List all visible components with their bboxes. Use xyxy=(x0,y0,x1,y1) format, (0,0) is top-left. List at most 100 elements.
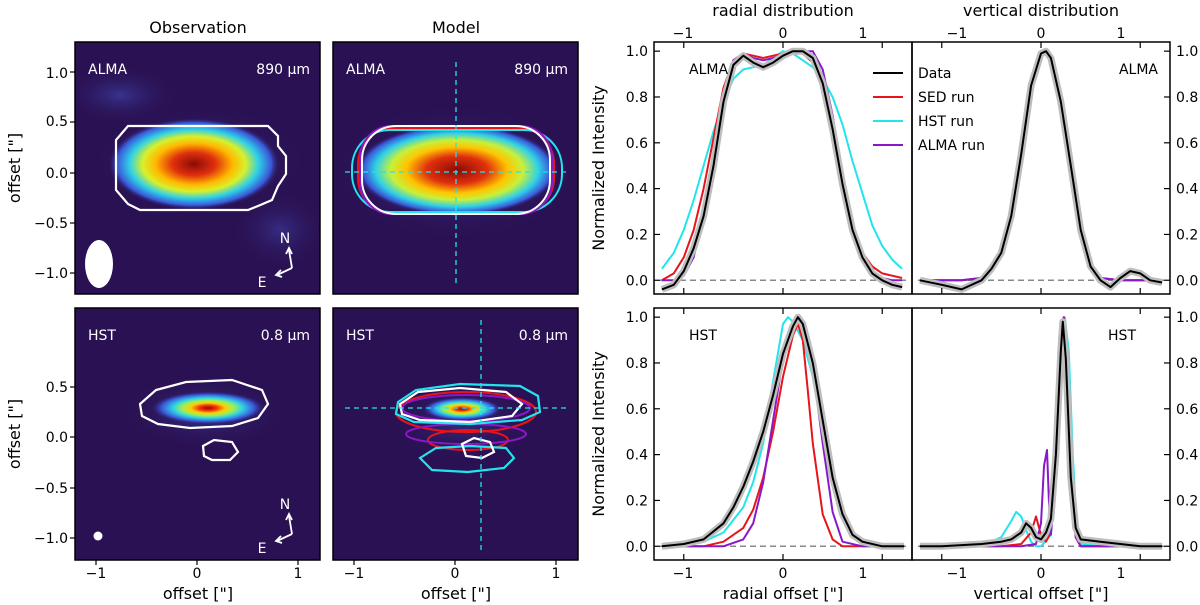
y-tick-label: 1.0 xyxy=(1176,44,1198,60)
image-panel-obs-hst: N E HST 0.8 μm xyxy=(74,307,321,561)
image-panel-model-alma: ALMA 890 μm xyxy=(332,41,579,295)
y-tick-label: 0.8 xyxy=(1176,90,1198,106)
panel-instrument-label: ALMA xyxy=(346,62,385,78)
y-tick-label: 0.0 xyxy=(626,539,648,555)
y-tick-label: 0.5 xyxy=(46,380,68,396)
y-tick-label: 0.2 xyxy=(1176,493,1198,509)
row-label-alma: ALMA xyxy=(689,62,728,78)
haze-blob xyxy=(230,190,320,270)
top-tick-label: 1 xyxy=(1117,26,1126,42)
beam-ellipse xyxy=(85,240,113,288)
top-tick-label: −1 xyxy=(673,26,694,42)
y-tick-label: 1.0 xyxy=(1176,310,1198,326)
y-axis-title: offset ["] xyxy=(5,133,24,203)
beam-ellipse xyxy=(93,531,103,541)
series-line-data xyxy=(919,50,1163,291)
row-label-hst-right: HST xyxy=(1108,328,1136,344)
y-tick-label: 0.0 xyxy=(1176,539,1198,555)
series-line-sed-run xyxy=(919,50,1163,282)
contour-observation xyxy=(114,124,288,212)
x-axis-title-radial: radial offset ["] xyxy=(723,584,844,603)
scattered-light xyxy=(422,397,502,421)
x-tick-label: 0 xyxy=(193,566,202,582)
y-tick-label: 0.4 xyxy=(1176,448,1198,464)
series-line-alma-run xyxy=(919,50,1163,282)
contour-hst-run xyxy=(394,382,542,426)
x-tick-label: 1 xyxy=(552,566,561,582)
x-tick-label: 0 xyxy=(451,566,460,582)
y-tick-label: 0.0 xyxy=(1176,273,1198,289)
dust-emission xyxy=(355,124,559,216)
x-tick-label: −1 xyxy=(86,566,107,582)
panel-frame xyxy=(332,41,579,295)
series-line-alma-run xyxy=(919,316,1163,548)
y-tick-label: 0.0 xyxy=(46,430,68,446)
x-tick-label: −1 xyxy=(344,566,365,582)
y-tick-label: 0.4 xyxy=(626,182,648,198)
y-axis-title: Normalized Intensity xyxy=(589,85,608,250)
legend-label-data: Data xyxy=(918,66,951,82)
column-title-observation: Observation xyxy=(149,18,246,37)
image-panel-obs-alma: N E ALMA 890 μm xyxy=(74,41,321,295)
contour-observation xyxy=(138,378,270,430)
legend-label-hst: HST run xyxy=(918,114,974,130)
panel-instrument-label: HST xyxy=(346,328,374,344)
top-tick-label: 0 xyxy=(1037,26,1046,42)
scattered-light xyxy=(150,391,266,425)
series-data-uncertainty-band xyxy=(660,47,903,293)
panel-instrument-label: HST xyxy=(88,328,116,344)
x-tick-label: −1 xyxy=(673,566,694,582)
panel-wavelength-label: 890 μm xyxy=(256,62,310,78)
legend: Data SED run HST run ALMA run xyxy=(873,66,985,154)
panel-wavelength-label: 0.8 μm xyxy=(519,328,568,344)
y-tick-label: 0.4 xyxy=(1176,182,1198,198)
x-axis-title: offset ["] xyxy=(421,584,491,603)
y-tick-label: 0.6 xyxy=(1176,402,1198,418)
image-axes: 1.0 0.5 0.0 −0.5 −1.0 0.5 0.0 −0.5 −1.0 … xyxy=(5,66,560,603)
haze-blob xyxy=(75,65,180,125)
dust-emission xyxy=(108,118,280,210)
y-tick-label: 1.0 xyxy=(46,66,68,82)
top-tick-label: 0 xyxy=(779,26,788,42)
y-tick-label: 0.0 xyxy=(626,273,648,289)
y-axis-title: offset ["] xyxy=(5,399,24,469)
y-tick-label: −0.5 xyxy=(34,481,68,497)
column-title-model: Model xyxy=(432,18,480,37)
y-tick-label: 0.6 xyxy=(1176,136,1198,152)
y-tick-label: 1.0 xyxy=(626,310,648,326)
profile-y-ticks: 0.0 0.2 0.4 0.6 0.8 1.0 0.0 0.2 0.4 0.6 0.8 1.0 0.0 0… xyxy=(626,44,1199,555)
top-axis-title-vertical: vertical distribution xyxy=(963,1,1119,20)
image-panel-model-hst: HST 0.8 μm xyxy=(332,307,579,561)
compass-icon xyxy=(274,245,293,278)
compass-east-label: E xyxy=(258,275,267,291)
contour-hst-run xyxy=(418,444,516,474)
x-axis-title: offset ["] xyxy=(163,584,233,603)
y-tick-label: −0.5 xyxy=(34,216,68,232)
panel-frame xyxy=(74,41,321,295)
compass-north-label: N xyxy=(280,231,290,247)
contour-observation xyxy=(201,438,240,462)
series-line-data xyxy=(661,50,903,291)
contour-hst-run xyxy=(351,129,563,213)
series-line-data xyxy=(661,316,905,548)
y-tick-label: 0.2 xyxy=(1176,227,1198,243)
panel-instrument-label: ALMA xyxy=(88,62,127,78)
series-line-hst-run xyxy=(661,50,903,270)
series-line-sed-run xyxy=(661,323,905,548)
x-tick-label: 1 xyxy=(859,566,868,582)
compass-icon xyxy=(274,511,293,544)
panel-wavelength-label: 890 μm xyxy=(514,62,568,78)
y-tick-label: 0.2 xyxy=(626,227,648,243)
y-tick-label: 0.8 xyxy=(626,356,648,372)
top-tick-label: 1 xyxy=(859,26,868,42)
y-tick-label: 0.4 xyxy=(626,448,648,464)
x-tick-label: −1 xyxy=(947,566,968,582)
y-axis-title: Normalized Intensity xyxy=(589,351,608,516)
y-tick-label: 0.2 xyxy=(626,493,648,509)
y-tick-label: 0.6 xyxy=(626,136,648,152)
contour-sed-run xyxy=(427,429,509,451)
series-line-hst-run xyxy=(919,50,1163,282)
y-tick-label: −1.0 xyxy=(34,266,68,282)
y-tick-label: 0.6 xyxy=(626,402,648,418)
